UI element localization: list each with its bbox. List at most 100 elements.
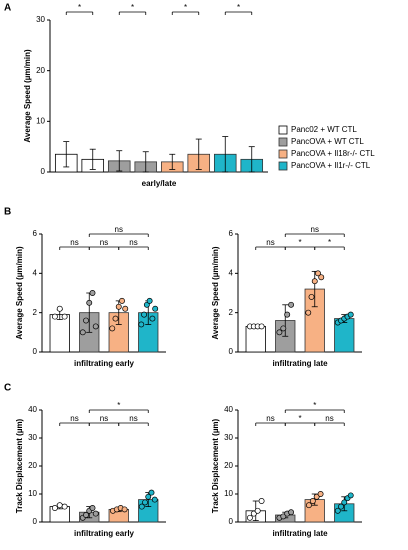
data-point xyxy=(121,506,128,513)
data-point xyxy=(146,297,153,304)
x-axis-label: infiltrating early xyxy=(74,529,135,538)
data-point xyxy=(119,297,125,304)
data-point xyxy=(305,309,312,316)
data-point xyxy=(305,502,312,509)
data-point xyxy=(288,509,295,516)
y-tick-label: 10 xyxy=(28,489,37,498)
significance-label: ns xyxy=(115,225,123,234)
data-point xyxy=(254,507,261,514)
y-tick-label: 30 xyxy=(36,15,45,24)
x-axis-label: infiltrating late xyxy=(272,529,328,538)
data-point xyxy=(122,305,129,312)
significance-label: * xyxy=(237,3,240,12)
significance-label: ns xyxy=(70,414,78,423)
x-axis-label: infiltrating late xyxy=(272,359,328,368)
y-tick-label: 2 xyxy=(33,308,38,317)
y-tick-label: 0 xyxy=(229,347,234,356)
significance-label: * xyxy=(117,401,120,410)
data-point xyxy=(318,274,325,281)
significance-label: * xyxy=(78,3,81,12)
data-point xyxy=(347,492,354,499)
data-point xyxy=(151,496,158,503)
y-tick-label: 0 xyxy=(41,167,46,176)
legend-label: PancOVA + WT CTL xyxy=(291,137,364,146)
significance-label: * xyxy=(298,238,301,247)
significance-label: * xyxy=(131,3,134,12)
data-point xyxy=(284,311,291,318)
y-tick-label: 10 xyxy=(224,489,233,498)
data-point xyxy=(145,493,152,500)
data-point xyxy=(315,270,321,277)
y-tick-label: 20 xyxy=(224,461,233,470)
significance-label: * xyxy=(184,3,187,12)
data-point xyxy=(338,503,344,510)
data-point xyxy=(92,323,99,330)
legend-label: PancOVA + Il1r-/- CTL xyxy=(291,161,371,170)
y-tick-label: 10 xyxy=(36,116,45,125)
significance-label: ns xyxy=(311,225,319,234)
data-point xyxy=(109,325,116,332)
data-point xyxy=(61,503,68,510)
y-axis-label: Average Speed (µm/min) xyxy=(15,246,24,340)
x-axis-label: early/late xyxy=(142,179,177,188)
data-point xyxy=(308,293,315,300)
panel-label: C xyxy=(4,383,11,394)
data-point xyxy=(89,505,96,511)
y-tick-label: 6 xyxy=(229,229,234,238)
data-point xyxy=(89,290,96,296)
data-point xyxy=(51,505,58,511)
data-point xyxy=(138,321,145,328)
significance-label: * xyxy=(328,238,331,247)
y-axis-label: Track Displacement (µm) xyxy=(15,418,24,513)
data-point xyxy=(313,493,320,500)
y-axis-label: Average Speed (µm/min) xyxy=(211,246,220,340)
y-axis-label: Track Displacement (µm) xyxy=(211,418,220,513)
data-point xyxy=(317,491,324,497)
bar xyxy=(49,314,70,353)
significance-label: ns xyxy=(100,238,108,247)
data-point xyxy=(56,502,63,509)
panel-label: A xyxy=(4,3,11,14)
significance-label: ns xyxy=(129,414,137,423)
data-point xyxy=(112,315,119,322)
data-point xyxy=(149,315,156,322)
significance-label: ns xyxy=(325,414,333,423)
data-point xyxy=(115,303,122,310)
data-point xyxy=(246,514,253,521)
data-point xyxy=(152,305,159,312)
y-tick-label: 30 xyxy=(224,433,233,442)
legend-swatch xyxy=(278,161,288,171)
y-tick-label: 0 xyxy=(229,517,234,526)
data-point xyxy=(141,311,148,318)
y-tick-label: 40 xyxy=(28,405,37,414)
data-point xyxy=(138,503,145,510)
significance-label: ns xyxy=(100,414,108,423)
data-point xyxy=(276,329,283,336)
data-point xyxy=(83,512,89,518)
x-axis-label: infiltrating early xyxy=(74,359,135,368)
y-tick-label: 30 xyxy=(28,433,37,442)
significance-label: ns xyxy=(266,414,274,423)
legend-label: Panc02 + WT CTL xyxy=(291,125,357,134)
data-point xyxy=(311,278,318,285)
data-point xyxy=(92,510,99,517)
data-point xyxy=(341,499,348,506)
significance-label: * xyxy=(298,414,301,423)
legend-label: PancOVA + Il18r-/- CTL xyxy=(291,149,375,158)
data-point xyxy=(148,489,155,496)
data-point xyxy=(83,317,89,324)
y-tick-label: 0 xyxy=(33,347,38,356)
data-point xyxy=(280,513,287,520)
y-tick-label: 4 xyxy=(229,268,234,277)
data-point xyxy=(258,498,265,504)
data-point xyxy=(347,311,354,318)
data-point xyxy=(79,329,86,336)
legend-swatch xyxy=(278,125,288,135)
data-point xyxy=(143,301,150,308)
y-tick-label: 0 xyxy=(33,517,38,526)
y-axis-label: Average Speed (µm/min) xyxy=(23,49,32,143)
significance-label: ns xyxy=(70,238,78,247)
data-point xyxy=(258,323,265,330)
data-point xyxy=(142,499,148,506)
